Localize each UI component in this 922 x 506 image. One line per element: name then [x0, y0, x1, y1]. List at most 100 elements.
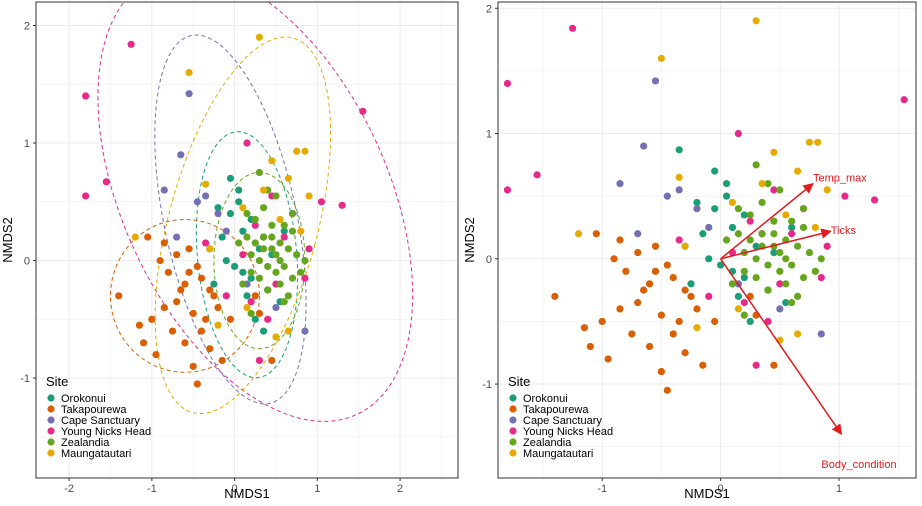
panel1-point-young-nicks-head — [239, 251, 247, 259]
panel2-point-zealandia — [788, 261, 796, 269]
panel1-grid — [36, 2, 458, 478]
panel2-point-cape-sanctuary — [651, 77, 660, 85]
panel1-point-takapourewa — [251, 292, 259, 300]
panel2-point-young-nicks-head — [770, 186, 778, 194]
panel1-point-zealandia — [272, 251, 280, 259]
panel2-point-takapourewa — [669, 273, 677, 282]
panel2-legend-label: Young Nicks Head — [523, 426, 613, 438]
panel2-point-young-nicks-head — [734, 129, 742, 138]
panel2-point-orokonui — [734, 292, 742, 300]
panel1-point-maungatautari — [301, 147, 309, 155]
panel1-point-zealandia — [272, 192, 280, 200]
panel2-grid — [498, 2, 916, 478]
panel1-point-zealandia — [276, 280, 284, 288]
panel2-legend-title: Site — [508, 374, 530, 389]
panel1-point-young-nicks-head — [338, 201, 346, 209]
panel2-legend-key — [509, 416, 517, 424]
panel1-point-takapourewa — [193, 380, 201, 388]
panel2-point-takapourewa — [586, 342, 594, 351]
panel1-point-maungatautari — [276, 215, 284, 224]
panel1-point-cape-sanctuary — [222, 227, 230, 235]
panel1-point-maungatautari — [185, 68, 193, 77]
panel1-x-tick-label: 2 — [397, 483, 403, 495]
panel1-point-cape-sanctuary — [193, 198, 201, 206]
panel2-point-young-nicks-head — [503, 186, 512, 194]
panel1-point-orokonui — [226, 174, 235, 182]
panel1-y-axis-title: NMDS2 — [0, 217, 15, 263]
panel1-legend-label: Orokonui — [61, 393, 106, 405]
panel1-x-tick-label: -1 — [147, 483, 157, 495]
panel2-point-takapourewa — [634, 248, 642, 257]
panel2-y-tick-label: 0 — [486, 254, 492, 266]
panel2-vector-label-body-condition: Body_condition — [821, 459, 896, 471]
panel2-vector-arrow-temp-max — [720, 182, 814, 260]
panel1-point-cape-sanctuary — [272, 303, 280, 312]
panel2-point-orokonui — [740, 273, 748, 282]
panel1-point-young-nicks-head — [301, 274, 309, 282]
panel2-point-cape-sanctuary — [675, 186, 683, 194]
panel1-point-zealandia — [247, 251, 255, 259]
panel1-point-young-nicks-head — [264, 315, 272, 323]
panel2-legend-key — [509, 405, 517, 413]
panel1-point-takapourewa — [210, 292, 218, 300]
panel1-point-takapourewa — [152, 350, 160, 359]
panel1-point-cape-sanctuary — [173, 233, 181, 241]
panel2-point-young-nicks-head — [752, 361, 760, 369]
panel1-point-zealandia — [280, 221, 288, 229]
panel2-legend-key — [509, 438, 517, 446]
panel2-legend-label: Maungatautari — [523, 448, 593, 460]
panel2-point-zealandia — [734, 230, 742, 238]
panel2-point-zealandia — [799, 273, 808, 282]
panel1-point-orokonui — [259, 327, 268, 335]
panel2-point-orokonui — [752, 242, 760, 250]
panel1-point-young-nicks-head — [317, 198, 326, 206]
panel2-point-takapourewa — [634, 299, 642, 307]
panel1-point-zealandia — [301, 256, 309, 265]
panel2-vector-arrow-ticks — [720, 228, 832, 260]
panel1-point-young-nicks-head — [280, 233, 288, 241]
panel1-point-cape-sanctuary — [185, 90, 193, 98]
panel2-point-zealandia — [764, 261, 772, 269]
panel2-x-tick-label: -1 — [597, 483, 607, 495]
panel2-point-orokonui — [717, 261, 725, 269]
panel2-point-takapourewa — [711, 317, 719, 326]
panel2-point-takapourewa — [770, 361, 778, 369]
panel1-legend-label: Zealandia — [61, 437, 110, 449]
panel2-point-young-nicks-head — [841, 192, 849, 200]
panel2-point-takapourewa — [669, 330, 677, 338]
panel1-point-takapourewa — [218, 356, 226, 365]
panel1-point-zealandia — [251, 239, 259, 247]
panel2-point-maungatautari — [657, 54, 666, 62]
panel1-point-zealandia — [288, 209, 297, 218]
panel1-point-zealandia — [243, 209, 251, 218]
panel2-vector-arrow-body-condition — [719, 258, 843, 436]
panel1-legend-label: Maungatautari — [61, 448, 131, 460]
panel1-point-young-nicks-head — [127, 40, 135, 48]
panel1-point-young-nicks-head — [222, 292, 230, 300]
panel2-point-takapourewa — [598, 317, 606, 326]
panel2-point-takapourewa — [622, 267, 630, 275]
panel1-point-takapourewa — [177, 286, 185, 294]
panel1-point-takapourewa — [206, 286, 214, 294]
panel2-y-axis-title: NMDS2 — [462, 217, 477, 263]
panel2-point-cape-sanctuary — [705, 223, 713, 232]
panel1-legend-key — [47, 394, 55, 402]
panel2-point-young-nicks-head — [533, 171, 541, 179]
panel1-point-maungatautari — [293, 147, 301, 155]
panel2-point-zealandia — [788, 217, 796, 225]
panel1-point-maungatautari — [297, 227, 305, 235]
panel2-point-zealandia — [782, 280, 790, 288]
panel2-point-cape-sanctuary — [693, 205, 701, 213]
panel1-point-maungatautari — [272, 333, 280, 341]
panel1-point-takapourewa — [160, 239, 168, 247]
panel2-point-young-nicks-head — [503, 79, 512, 88]
panel2-point-cape-sanctuary — [817, 330, 825, 338]
panel2-vector-label-temp-max: Temp_max — [813, 173, 867, 185]
panel2-point-takapourewa — [663, 261, 671, 269]
panel2-point-cape-sanctuary — [640, 142, 648, 150]
panel2-point-orokonui — [687, 280, 695, 288]
panel1-point-zealandia — [280, 298, 288, 306]
panel1-point-takapourewa — [197, 327, 206, 335]
panel1-y-tick-label: 2 — [24, 21, 30, 33]
